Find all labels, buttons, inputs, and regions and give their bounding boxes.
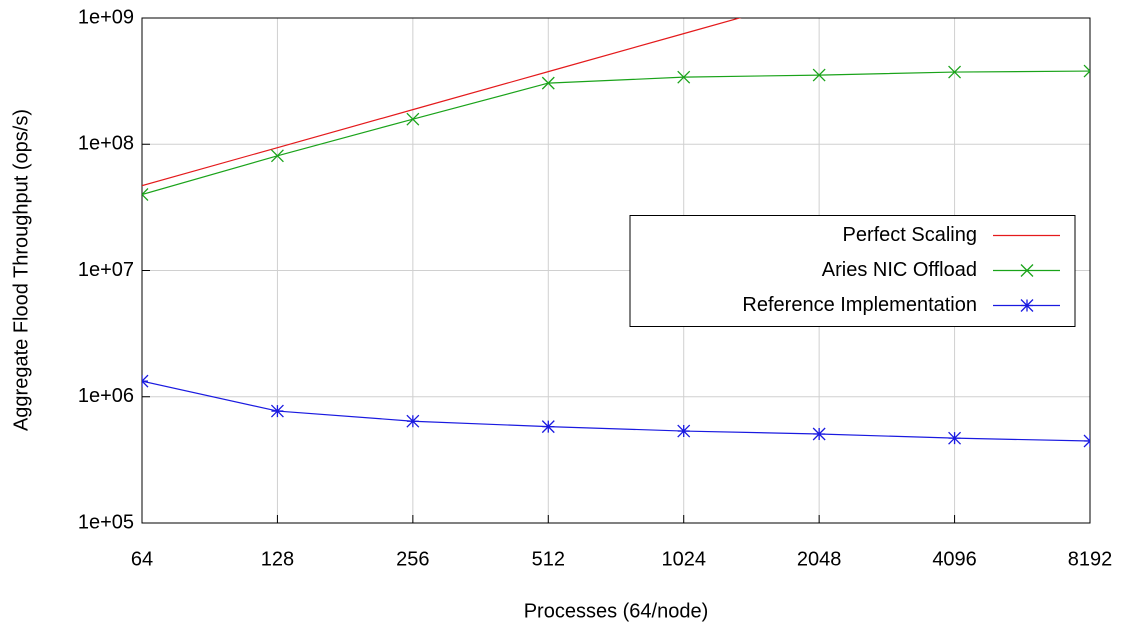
x-tick-label: 64 [131, 548, 153, 570]
y-tick-label: 1e+07 [78, 259, 134, 281]
marker [1083, 64, 1090, 78]
y-tick-label: 1e+05 [78, 511, 134, 533]
legend-marker [1020, 299, 1034, 312]
marker [812, 68, 826, 82]
series-line [142, 70, 1090, 196]
x-tick-label: 4096 [932, 548, 977, 570]
marker [406, 112, 420, 126]
y-tick-label: 1e+09 [78, 6, 134, 28]
series-line [142, 18, 742, 187]
marker [142, 374, 149, 388]
marker [270, 404, 284, 418]
marker [812, 427, 826, 441]
marker [677, 70, 691, 84]
series-line [142, 380, 1090, 442]
x-tick-label: 256 [396, 548, 429, 570]
x-axis-label: Processes (64/node) [524, 600, 709, 622]
x-tick-label: 512 [532, 548, 565, 570]
x-tick-label: 8192 [1068, 548, 1113, 570]
legend-label: Reference Implementation [742, 294, 977, 316]
marker [1083, 434, 1090, 448]
legend-label: Perfect Scaling [842, 224, 977, 246]
plot-frame [141, 17, 1091, 524]
marker [541, 76, 555, 90]
y-tick-label: 1e+06 [78, 385, 134, 407]
x-tick-label: 2048 [797, 548, 842, 570]
plot-area [142, 18, 1090, 448]
marker [142, 188, 149, 201]
marker [948, 431, 962, 445]
x-tick-label: 1024 [661, 548, 706, 570]
marker [541, 420, 555, 434]
legend-marker [1020, 264, 1034, 277]
legend-label: Aries NIC Offload [822, 259, 977, 281]
marker [948, 65, 962, 79]
marker [270, 149, 284, 163]
x-tick-label: 128 [261, 548, 294, 570]
marker [677, 424, 691, 438]
y-tick-label: 1e+08 [78, 133, 134, 155]
marker [406, 414, 420, 428]
y-axis-label: Aggregate Flood Throughput (ops/s) [10, 109, 32, 431]
